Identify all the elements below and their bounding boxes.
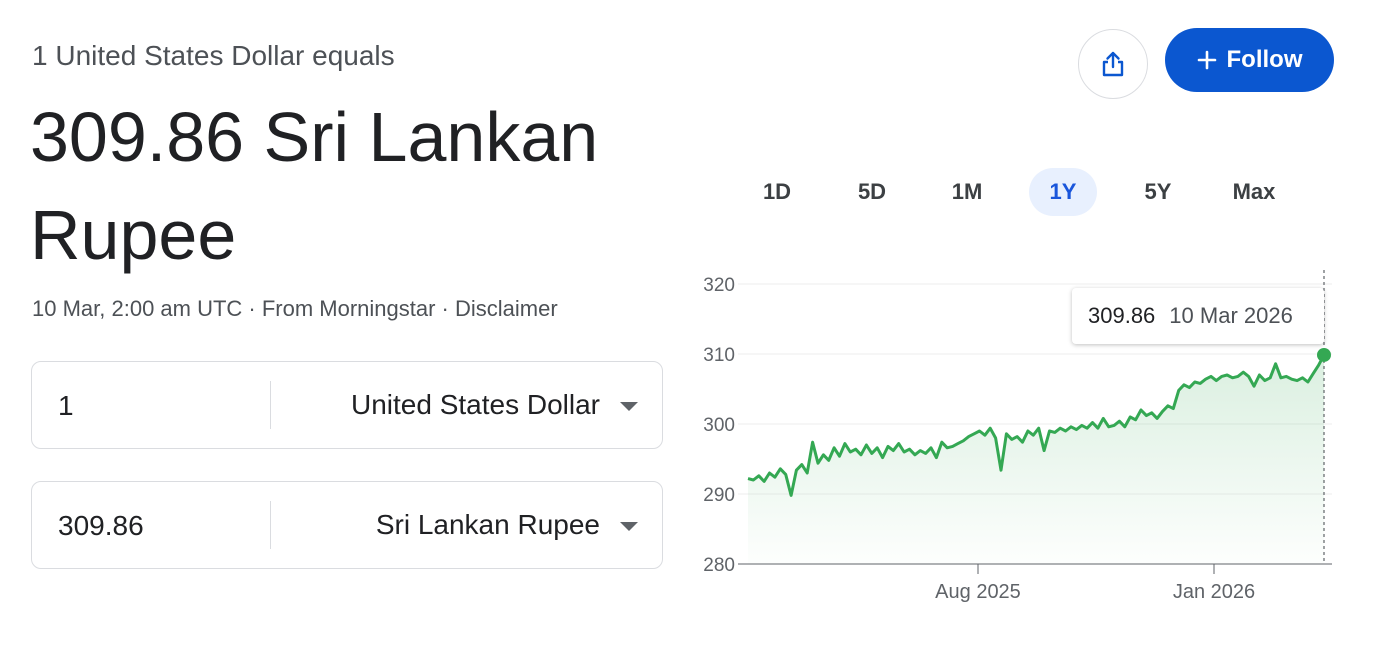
range-1d[interactable]: 1D	[762, 179, 792, 204]
from-converter-row: 1 United States Dollar	[31, 361, 663, 449]
follow-label: Follow	[1226, 46, 1303, 73]
series-area	[748, 355, 1324, 564]
current-point	[1317, 347, 1331, 362]
y-tick-label: 300	[703, 415, 735, 436]
y-tick-label: 290	[703, 485, 735, 506]
series-line	[747, 354, 1326, 497]
converter-subtitle: 1 United States Dollar equals	[32, 40, 395, 71]
chart-tooltip: 309.86 10 Mar 2026	[1072, 288, 1324, 344]
tooltip-date: 10 Mar 2026	[1169, 303, 1293, 328]
chevron-down-icon[interactable]	[620, 402, 638, 411]
to-currency-select[interactable]: Sri Lankan Rupee	[375, 509, 600, 540]
share-icon	[1102, 51, 1124, 77]
from-currency-select[interactable]: United States Dollar	[350, 389, 600, 420]
result-line-1: 309.86 Sri Lankan	[30, 98, 599, 176]
range-5y[interactable]: 5Y	[1144, 179, 1172, 204]
converter-divider	[270, 381, 271, 429]
chevron-down-icon[interactable]	[620, 522, 638, 531]
x-tick-label: Jan 2026	[1173, 581, 1255, 603]
to-amount-input[interactable]: 309.86	[58, 510, 144, 541]
tooltip-value: 309.86	[1088, 303, 1156, 328]
range-1y[interactable]: 1Y	[1029, 168, 1097, 216]
from-amount-input[interactable]: 1	[58, 390, 74, 421]
result-line-2: Rupee	[30, 196, 237, 274]
range-1m[interactable]: 1M	[951, 179, 983, 204]
rate-meta: 10 Mar, 2:00 am UTC · From Morningstar ·…	[32, 296, 558, 321]
plus-icon	[1197, 50, 1216, 70]
converter-divider	[270, 501, 271, 549]
follow-button[interactable]: Follow	[1165, 28, 1334, 92]
share-button[interactable]	[1078, 29, 1148, 99]
range-max[interactable]: Max	[1232, 179, 1276, 204]
y-tick-label: 320	[703, 275, 735, 296]
y-tick-label: 310	[703, 345, 735, 366]
range-5d[interactable]: 5D	[857, 179, 887, 204]
range-selector: 1D 5D 1M 1Y 5Y Max	[730, 168, 1310, 216]
to-converter-row: 309.86 Sri Lankan Rupee	[31, 481, 663, 569]
x-tick-label: Aug 2025	[935, 581, 1021, 603]
y-tick-label: 280	[703, 555, 735, 576]
conversion-result: 309.86 Sri Lankan Rupee	[30, 88, 670, 284]
